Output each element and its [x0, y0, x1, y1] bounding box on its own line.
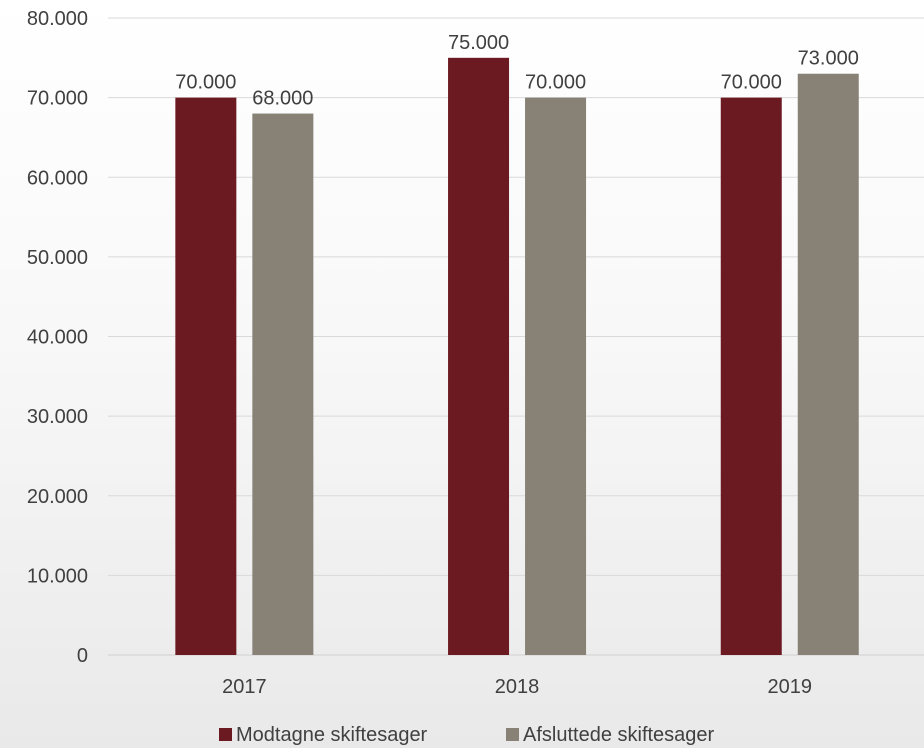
x-tick-label: 2018 — [495, 676, 540, 698]
y-tick-label: 60.000 — [27, 167, 88, 189]
y-tick-label: 40.000 — [27, 327, 88, 349]
y-tick-label: 20.000 — [27, 486, 88, 508]
x-tick-label: 2017 — [222, 676, 267, 698]
y-tick-label: 10.000 — [27, 565, 88, 587]
y-tick-label: 0 — [77, 645, 88, 667]
y-axis-tick-labels: 0 10.000 20.000 30.000 40.000 50.000 60.000 70.… — [27, 8, 88, 667]
data-label: 73.000 — [798, 48, 859, 70]
data-label: 70.000 — [175, 72, 236, 94]
y-tick-label: 80.000 — [27, 8, 88, 30]
y-tick-label: 50.000 — [27, 247, 88, 269]
bar — [720, 97, 782, 655]
x-axis-tick-labels: 2017 2018 2019 — [222, 676, 812, 698]
legend-swatch — [506, 728, 519, 741]
legend-label: Modtagne skiftesager — [236, 724, 428, 746]
data-label: 68.000 — [252, 88, 313, 110]
legend-swatch — [219, 728, 232, 741]
bar — [252, 113, 314, 656]
y-tick-label: 70.000 — [27, 88, 88, 110]
legend-label: Afsluttede skiftesager — [523, 724, 715, 746]
bars — [175, 57, 859, 656]
data-labels: 70.000 68.000 75.000 70.000 70.000 73.000 — [175, 32, 859, 110]
legend: Modtagne skiftesager Afsluttede skiftesag… — [219, 724, 715, 746]
bar — [797, 73, 859, 656]
bar — [525, 97, 587, 655]
data-label: 70.000 — [525, 72, 586, 94]
bar — [175, 97, 237, 655]
gridlines — [108, 17, 924, 656]
bar — [448, 57, 510, 655]
x-tick-label: 2019 — [768, 676, 813, 698]
data-label: 70.000 — [721, 72, 782, 94]
y-tick-label: 30.000 — [27, 406, 88, 428]
data-label: 75.000 — [448, 32, 509, 54]
